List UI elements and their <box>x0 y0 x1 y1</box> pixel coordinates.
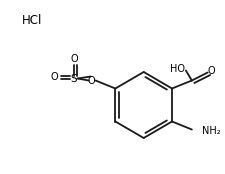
Text: O: O <box>50 73 58 82</box>
Text: S: S <box>70 73 77 84</box>
Text: HCl: HCl <box>22 14 42 27</box>
Text: HO: HO <box>171 64 185 73</box>
Text: O: O <box>88 76 95 85</box>
Text: NH₂: NH₂ <box>202 126 220 136</box>
Text: O: O <box>71 54 79 65</box>
Text: O: O <box>208 65 216 76</box>
